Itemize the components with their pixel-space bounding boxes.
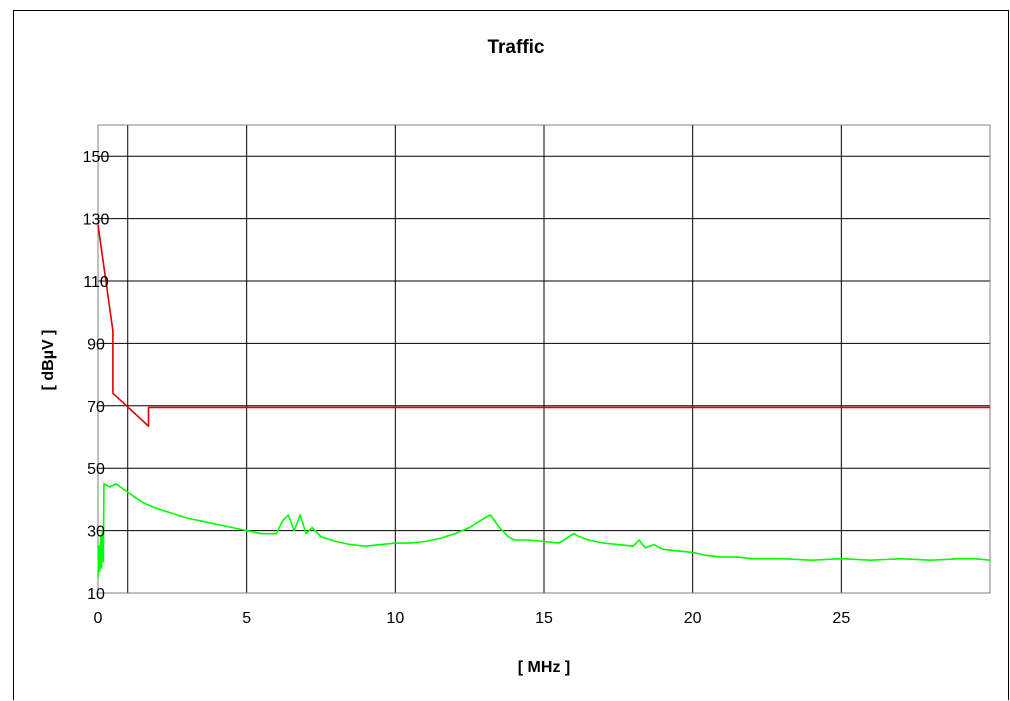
y-tick-label: 50 <box>87 461 105 478</box>
plot-border <box>97 124 991 594</box>
y-tick-label: 150 <box>83 149 110 166</box>
y-tick-label: 70 <box>87 399 105 416</box>
x-tick-label: 5 <box>242 610 251 627</box>
x-axis-label: [ MHz ] <box>518 659 570 676</box>
series-line-0 <box>97 224 990 427</box>
y-tick-label: 90 <box>87 336 105 353</box>
series-layer <box>97 224 991 578</box>
x-tick-label: 15 <box>535 610 553 627</box>
x-tick-label: 20 <box>684 610 702 627</box>
chart-frame <box>13 10 1009 700</box>
y-tick-label: 110 <box>83 274 109 291</box>
chart-title: Traffic <box>487 37 544 58</box>
grid <box>97 124 991 594</box>
y-axis-label: [ dBµV ] <box>40 330 57 391</box>
series-line-1 <box>97 483 991 578</box>
x-tick-label: 10 <box>386 610 404 627</box>
y-tick-label: 10 <box>87 586 105 603</box>
y-tick-label: 30 <box>87 524 105 541</box>
y-tick-label: 130 <box>83 212 110 229</box>
x-tick-label: 0 <box>94 610 103 627</box>
tick-labels: 0 5 10 15 20 25 10 30 50 70 90 110 130 150 <box>83 149 851 627</box>
x-tick-label: 25 <box>832 610 850 627</box>
